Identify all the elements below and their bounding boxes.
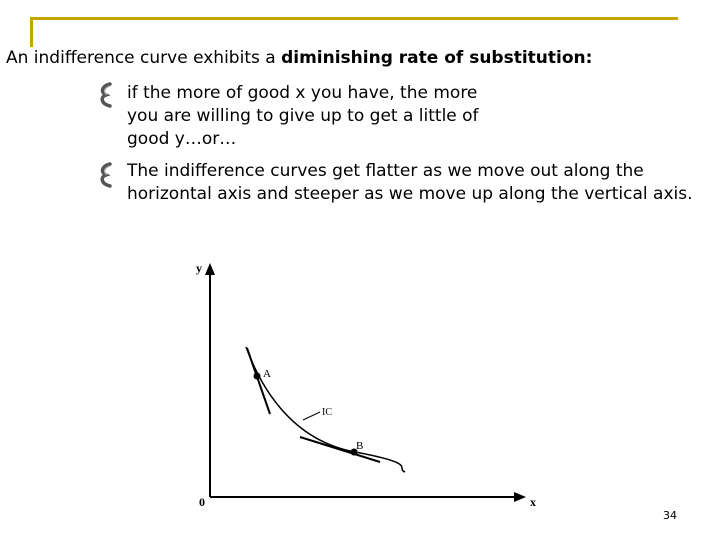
x-axis-label: x (530, 495, 536, 509)
point-b-label: B (356, 440, 363, 452)
origin-label: 0 (199, 495, 205, 509)
curve-label: IC (322, 407, 332, 418)
curly-bullet-icon (100, 162, 112, 188)
point-a-label: A (263, 368, 271, 380)
tangent-line-a (246, 347, 271, 415)
intro-prefix: An indifference curve exhibits a (6, 48, 282, 68)
bullet-2-text: The indifference curves get flatter as w… (127, 160, 693, 206)
bullet-2-line-2: horizontal axis and steeper as we move u… (127, 184, 693, 204)
ic-leader-line (302, 411, 321, 421)
point-a (253, 372, 261, 380)
bullet-1-line-1: if the more of good x you have, the more (127, 83, 478, 103)
x-axis-arrow (514, 492, 526, 502)
slide-number: 34 (663, 509, 677, 522)
curly-bullet-icon (100, 82, 112, 108)
frame-top-rule (30, 17, 678, 20)
y-axis-arrow (205, 263, 215, 275)
bullet-1-line-3: good y…or… (127, 129, 237, 149)
intro-text: An indifference curve exhibits a diminis… (6, 48, 592, 68)
tangent-line-b (299, 436, 381, 463)
intro-bold: diminishing rate of substitution: (281, 48, 593, 68)
point-b (350, 448, 358, 456)
indifference-curve (245, 346, 406, 473)
bullet-2-line-1: The indifference curves get flatter as w… (127, 161, 644, 181)
bullet-1-text: if the more of good x you have, the more… (127, 82, 479, 151)
frame-left-rule (30, 17, 33, 47)
y-axis-label: y (196, 261, 202, 275)
bullet-1-line-2: you are willing to give up to get a litt… (127, 106, 479, 126)
